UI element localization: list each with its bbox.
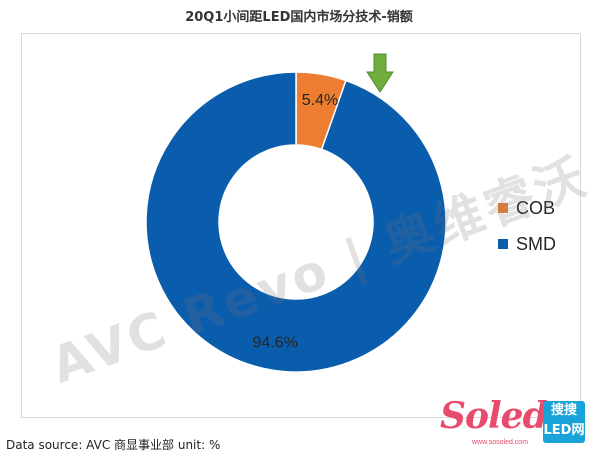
logo-badge: 搜搜LED网 [543,401,585,443]
legend-label-smd: SMD [516,233,556,254]
legend: COB SMD [498,190,556,262]
legend-swatch-smd [498,239,508,249]
sosoled-logo: Soled 搜搜LED网 www.sosoled.com [440,393,590,453]
legend-item-smd: SMD [498,226,556,262]
logo-url: www.sosoled.com [472,439,529,446]
annotation-arrow [366,53,394,93]
data-label-smd: 94.6% [252,335,297,352]
chart-title: 20Q1小间距LED国内市场分技术-销额 [185,10,413,25]
data-source-note: Data source: AVC 商显事业部 unit: % [6,438,221,452]
slice-smd [145,71,447,373]
plot-area [21,33,581,418]
data-label-cob: 5.4% [302,92,338,109]
legend-label-cob: COB [516,197,556,218]
legend-item-cob: COB [498,190,556,226]
legend-swatch-cob [498,203,508,213]
logo-wordmark: Soled [440,395,548,437]
